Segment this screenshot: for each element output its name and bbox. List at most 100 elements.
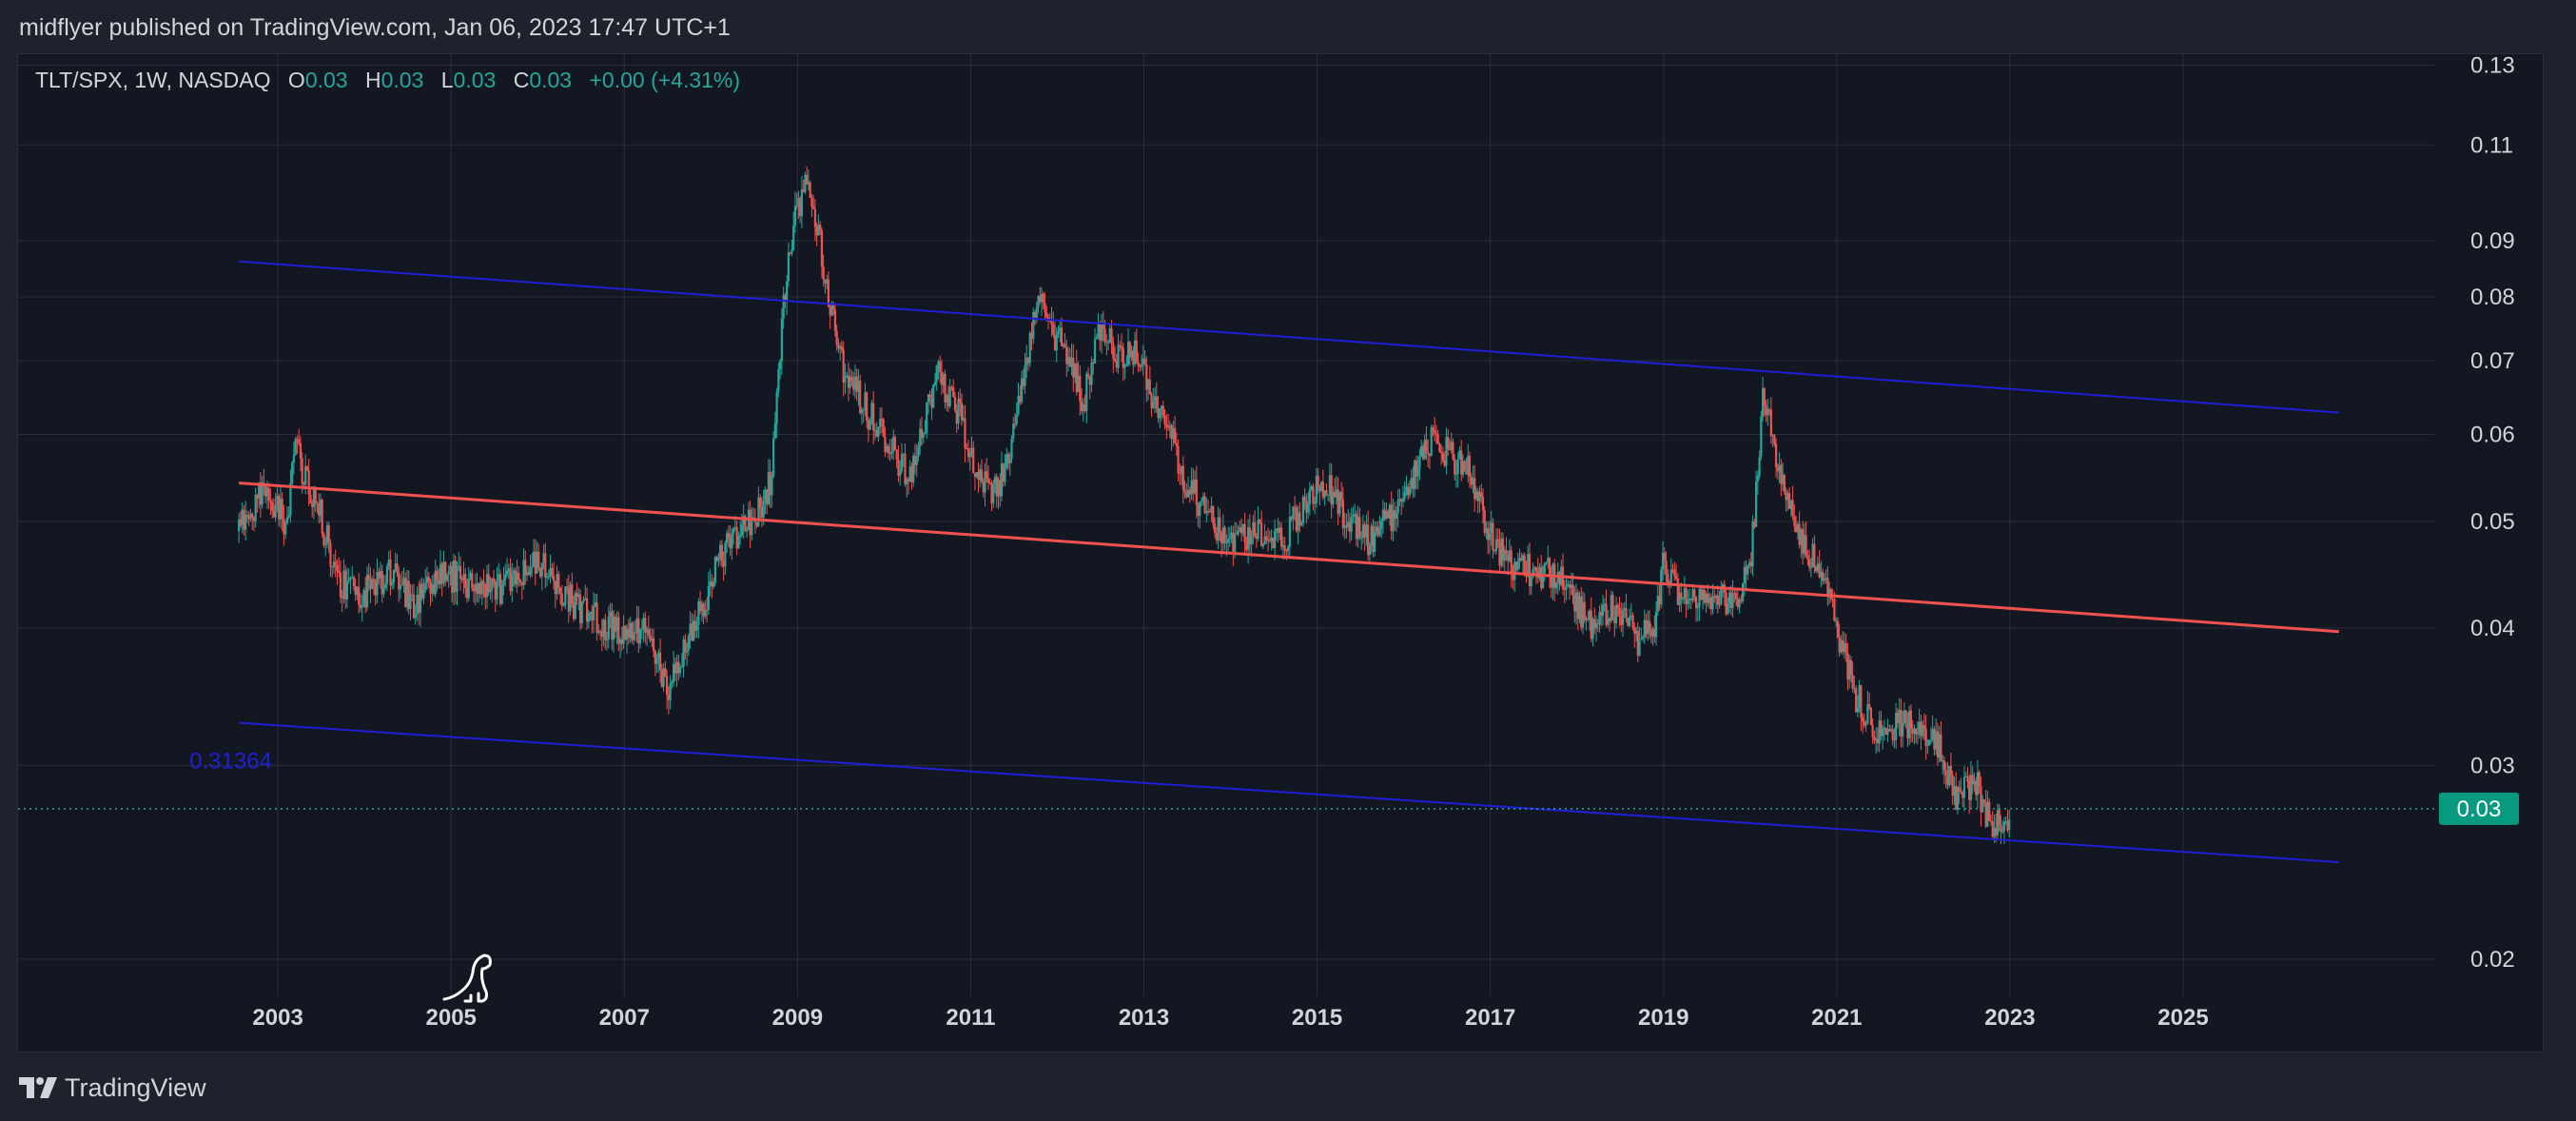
candle-body xyxy=(1567,584,1570,586)
candle-body xyxy=(999,480,1002,497)
candle-body xyxy=(930,398,933,408)
candle-body xyxy=(1628,617,1631,626)
candle-body xyxy=(538,567,542,577)
candle-body xyxy=(1727,592,1731,603)
x-tick-label: 2009 xyxy=(772,1005,823,1031)
candle-body xyxy=(1806,555,1809,560)
candle-body xyxy=(454,560,457,592)
legend-low: 0.03 xyxy=(453,68,497,92)
candle-body xyxy=(792,226,795,250)
candle-body xyxy=(1948,766,1951,786)
candle-body xyxy=(1045,312,1048,318)
candle-body xyxy=(992,482,995,503)
candle-body xyxy=(664,668,667,677)
candle-body xyxy=(966,447,970,458)
candle-body xyxy=(1876,738,1879,743)
candle-body xyxy=(1026,357,1030,364)
candle-body xyxy=(1895,713,1898,740)
candle-body xyxy=(1505,550,1508,555)
candle-body xyxy=(832,303,835,310)
candle-body xyxy=(1125,364,1128,366)
chart-pane[interactable]: 0.31364 0.03 0.02 0.03 0.04 0.05 0.06 0.07 0.0… xyxy=(17,53,2544,1052)
candle-body xyxy=(576,593,578,598)
candle-body xyxy=(1733,593,1736,595)
time-axis[interactable]: 2003 2005 2007 2009 2011 2013 2015 2017 2019 2021… xyxy=(252,1005,2208,1031)
x-tick-label: 2015 xyxy=(1292,1005,1342,1031)
candle-body xyxy=(833,309,837,331)
candle-body xyxy=(1949,766,1953,776)
candle-body xyxy=(867,421,870,430)
candle-body xyxy=(1208,511,1211,513)
candle-body xyxy=(464,574,467,589)
candle-body xyxy=(1059,327,1062,331)
candle-body xyxy=(474,583,477,592)
candle-body xyxy=(319,500,322,516)
candle-body xyxy=(1180,465,1183,474)
candle-body xyxy=(1856,707,1859,713)
candle-body xyxy=(537,551,540,568)
candle-body xyxy=(1611,595,1614,619)
footer-brand[interactable]: TradingView xyxy=(19,1072,206,1104)
candle-body xyxy=(900,454,904,472)
candle-body xyxy=(787,252,790,282)
candle-body xyxy=(358,586,361,605)
candle-body xyxy=(558,587,562,594)
candle-body xyxy=(1225,542,1228,544)
candle-body xyxy=(933,382,937,385)
candle-body xyxy=(1161,405,1164,416)
candle-body xyxy=(964,418,966,448)
candle-body xyxy=(2004,820,2007,822)
candle-body xyxy=(1427,451,1430,454)
trendlines[interactable]: 0.31364 xyxy=(189,260,2339,864)
candle-body xyxy=(1769,409,1772,437)
candle-body xyxy=(1440,451,1443,454)
candle-body xyxy=(744,516,747,532)
candle-body xyxy=(1485,528,1488,533)
candle-body xyxy=(291,462,294,483)
candle-body xyxy=(944,374,946,403)
candle-body xyxy=(1235,533,1238,535)
candle-body xyxy=(1360,537,1363,539)
candle-body xyxy=(615,617,618,632)
candle-body xyxy=(702,603,705,617)
candle-body xyxy=(1893,739,1896,741)
candle-body xyxy=(1066,357,1070,364)
candle-body xyxy=(1608,618,1611,621)
price-axis[interactable]: 0.02 0.03 0.04 0.05 0.06 0.07 0.08 0.09 0.11 0.13 xyxy=(2470,54,2515,973)
candle-body xyxy=(1875,738,1878,741)
candle-body xyxy=(414,614,417,619)
candle-body xyxy=(1701,590,1705,600)
candle-body xyxy=(1143,358,1146,364)
candle-body xyxy=(1669,569,1672,586)
candle-body xyxy=(1576,592,1579,620)
candle-body xyxy=(1432,427,1434,431)
candle-body xyxy=(1636,630,1639,656)
candle-body xyxy=(986,471,988,480)
candle-body xyxy=(1718,604,1721,606)
candle-body xyxy=(1328,475,1331,495)
candle-body xyxy=(647,629,650,636)
candle-body xyxy=(545,577,549,579)
price-chart[interactable]: 0.31364 0.03 0.020.030.040.050.060.070.0… xyxy=(18,54,2544,1052)
candle-body xyxy=(717,557,720,560)
candle-body xyxy=(1079,375,1082,402)
candle-body xyxy=(309,494,312,504)
candle-body xyxy=(498,574,500,581)
x-tick-label: 2013 xyxy=(1119,1005,1169,1031)
candle-body xyxy=(912,455,915,482)
candle-body xyxy=(520,581,523,585)
candle-body xyxy=(1398,499,1401,501)
candle-body xyxy=(700,603,703,612)
candle-body xyxy=(1347,521,1350,527)
candle-body xyxy=(462,574,465,580)
candle-body xyxy=(1918,721,1921,734)
y-tick-label: 0.11 xyxy=(2470,132,2513,158)
candle-body xyxy=(1181,465,1184,490)
candle-body xyxy=(1292,506,1295,520)
candle-body xyxy=(1481,497,1485,511)
candle-body xyxy=(444,561,447,581)
candle-body xyxy=(732,528,735,534)
candle-body xyxy=(1080,401,1083,411)
candle-body xyxy=(577,594,580,598)
candle-body xyxy=(431,584,434,594)
